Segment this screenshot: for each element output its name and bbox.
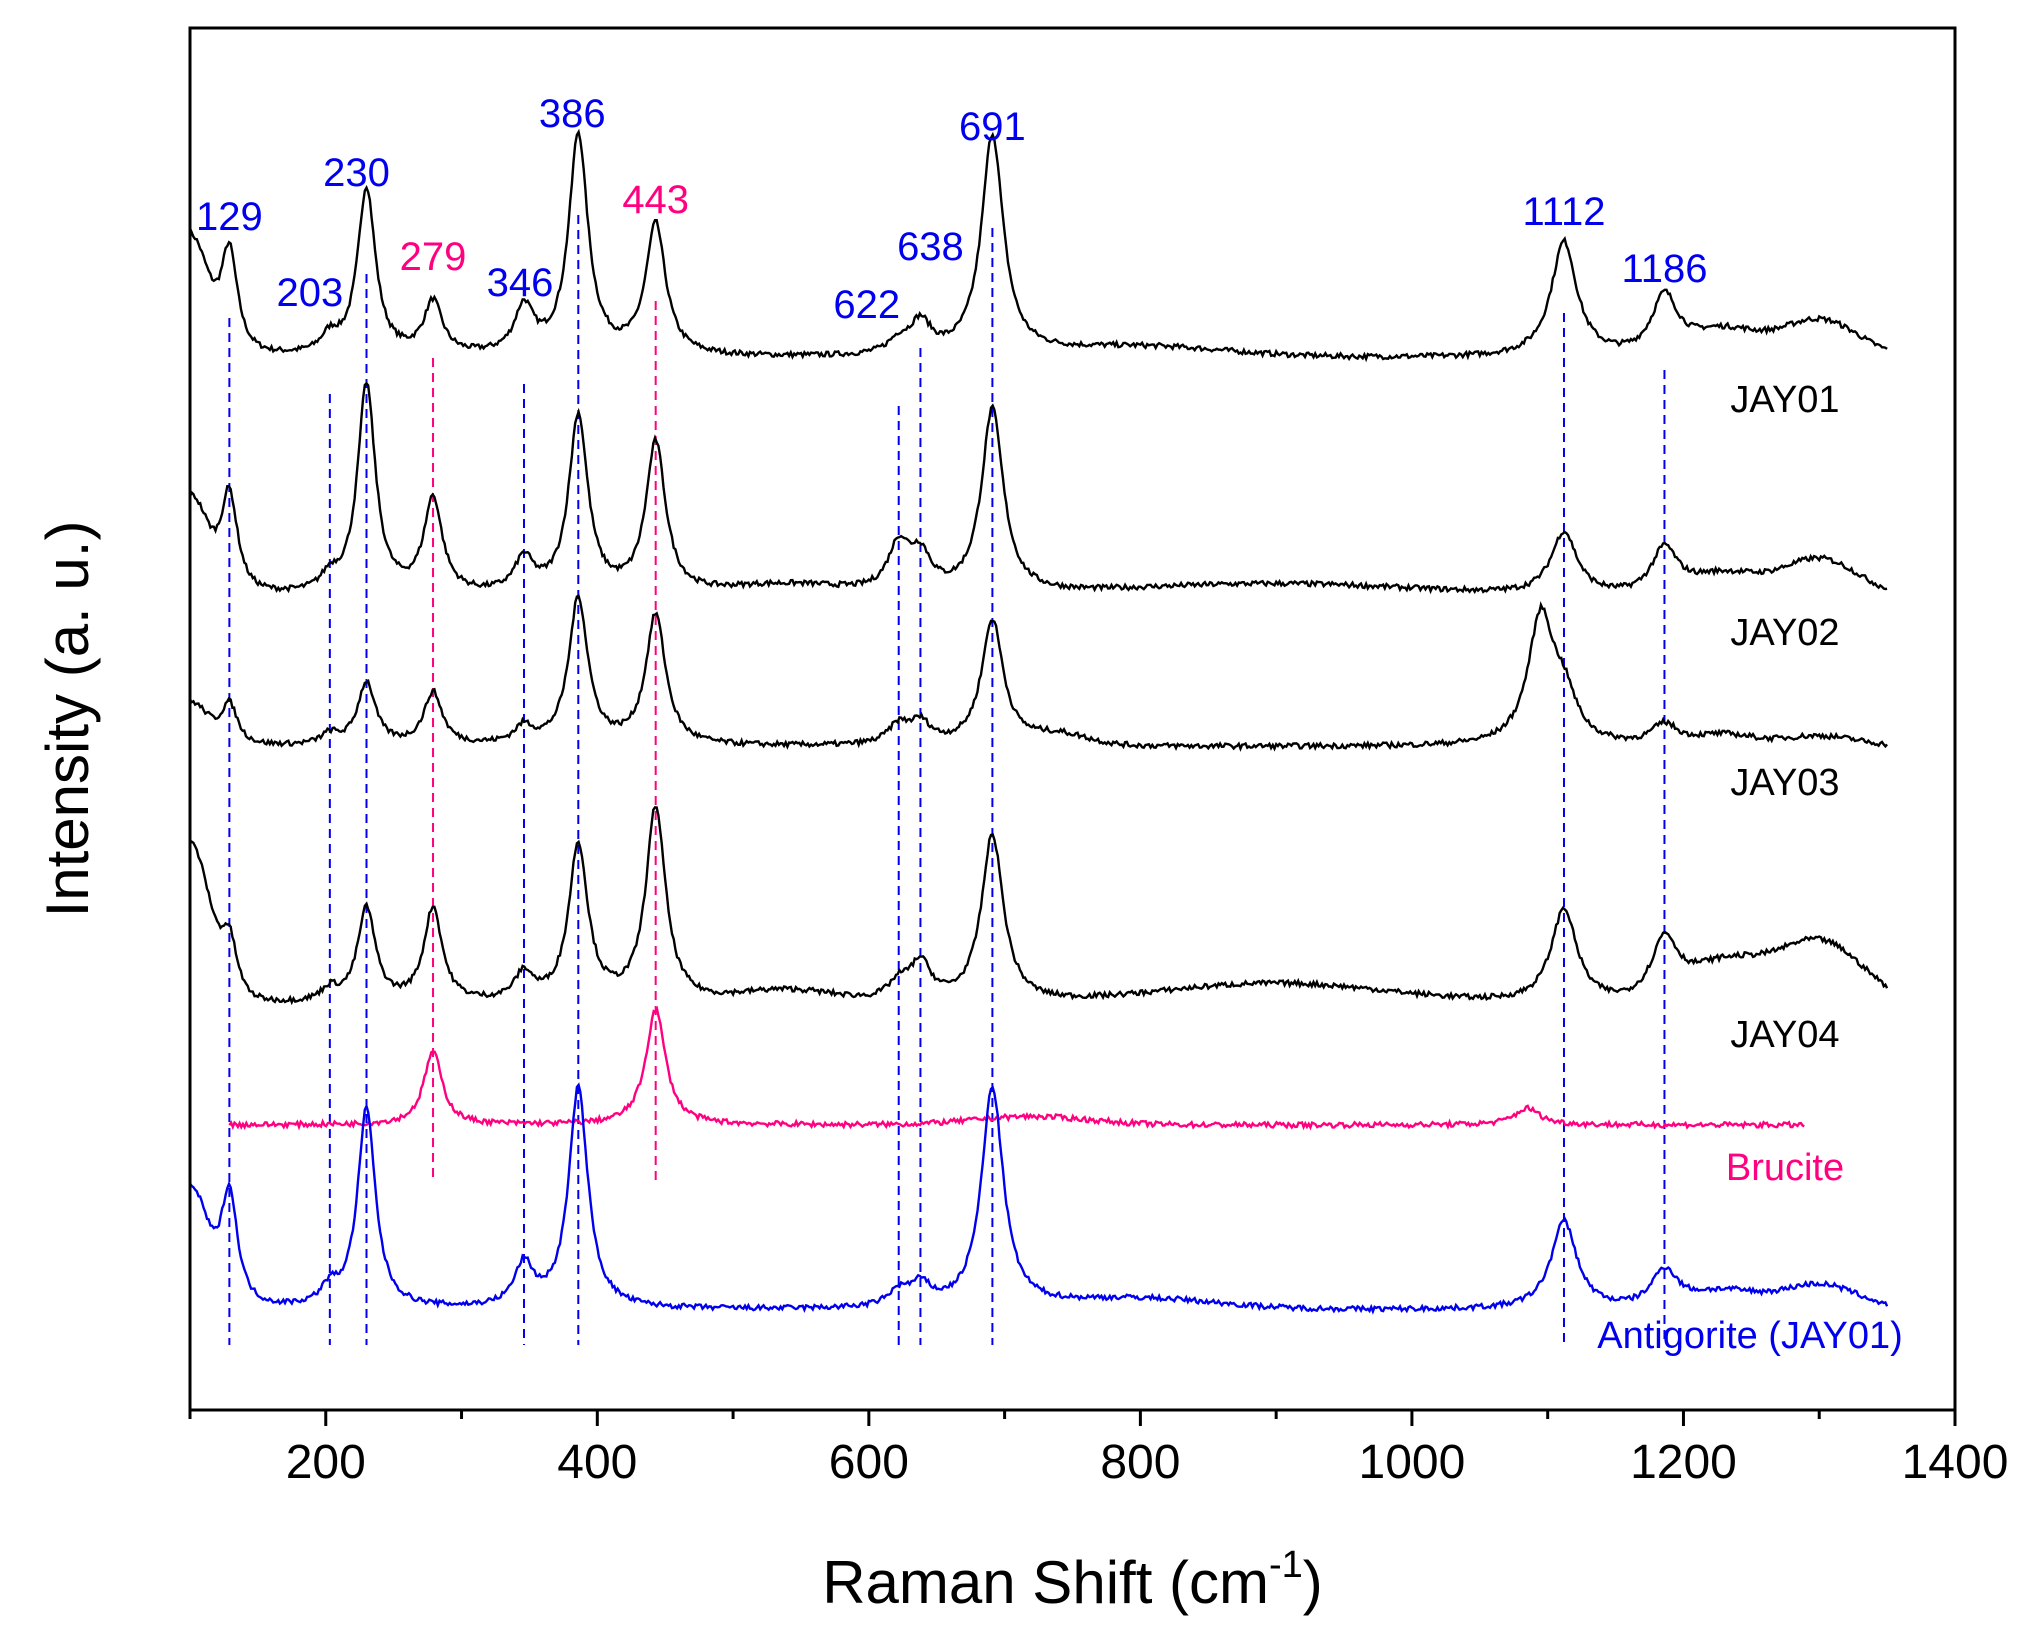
- series-label-4: JAY04: [1730, 1014, 1839, 1056]
- peak-label-129: 129: [196, 195, 263, 239]
- peak-label-1186: 1186: [1621, 247, 1707, 291]
- x-axis-ticks: 200 400 600 800 1000 1200 1400: [188, 1410, 2009, 1489]
- spectrum-line-3: [188, 594, 1888, 752]
- x-tick-label-400: 400: [557, 1436, 637, 1489]
- plot-frame: [188, 26, 1957, 1412]
- peak-label-279: 279: [400, 235, 467, 279]
- peak-label-203: 203: [276, 271, 343, 315]
- peak-label-622: 622: [833, 283, 900, 327]
- x-axis-title-end: ): [1303, 1549, 1323, 1616]
- spectrum-line-4: [189, 806, 1889, 1006]
- peak-label-1112: 1112: [1522, 190, 1605, 234]
- peak-label-386: 386: [539, 92, 606, 136]
- x-axis-title-sup: -1: [1269, 1544, 1303, 1586]
- x-tick-label-200: 200: [286, 1436, 366, 1489]
- series-labels: JAY01 JAY02 JAY03 JAY04 Brucite Antigorite (J…: [1597, 379, 1903, 1357]
- spectrum-line-1: [188, 128, 1888, 363]
- series-label-1: JAY01: [1730, 379, 1839, 421]
- series-label-5: Brucite: [1726, 1147, 1844, 1189]
- x-tick-label-1200: 1200: [1630, 1436, 1737, 1489]
- peak-label-230: 230: [323, 151, 390, 195]
- y-axis-title: Intensity (a. u.): [34, 521, 101, 918]
- series-label-2: JAY02: [1730, 612, 1839, 654]
- peak-label-346: 346: [487, 261, 554, 305]
- spectrum-line-5: [228, 1005, 1805, 1131]
- x-axis-title-text: Raman Shift (cm: [822, 1549, 1269, 1616]
- series-label-3: JAY03: [1730, 762, 1839, 804]
- x-tick-label-800: 800: [1100, 1436, 1180, 1489]
- spectrum-line-2: [188, 381, 1888, 595]
- peak-label-443: 443: [622, 178, 689, 222]
- x-axis-title: Raman Shift (cm-1): [822, 1544, 1323, 1616]
- peak-label-638: 638: [897, 225, 964, 269]
- series-label-6: Antigorite (JAY01): [1597, 1315, 1903, 1357]
- peak-label-691: 691: [959, 105, 1026, 149]
- x-tick-label-600: 600: [829, 1436, 909, 1489]
- spectrum-line-6: [189, 1082, 1889, 1315]
- x-tick-label-1400: 1400: [1902, 1436, 2009, 1489]
- spectra-traces: [188, 128, 1889, 1315]
- x-tick-label-1000: 1000: [1359, 1436, 1466, 1489]
- peak-guide-lines: [228, 215, 1666, 1345]
